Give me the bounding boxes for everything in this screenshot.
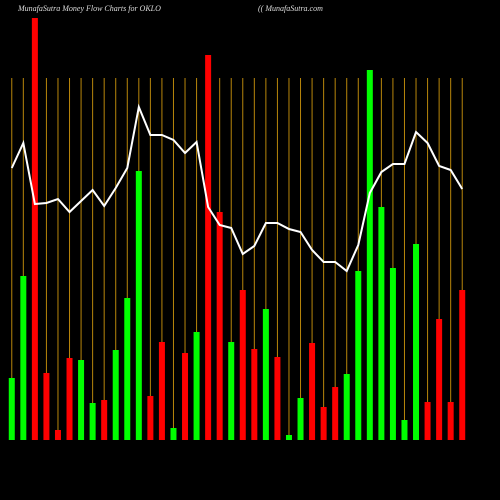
chart-title: MunafaSutra Money Flow Charts for OKLO xyxy=(17,4,161,13)
bar xyxy=(147,396,154,440)
bar xyxy=(228,342,235,440)
bar xyxy=(101,400,108,440)
bar xyxy=(401,420,408,440)
bar xyxy=(320,407,327,440)
bar xyxy=(31,18,38,440)
bar xyxy=(54,430,61,440)
bar xyxy=(436,319,443,440)
bar xyxy=(251,349,258,440)
bar xyxy=(43,373,50,440)
bar xyxy=(366,70,373,440)
bar xyxy=(170,428,177,440)
bar xyxy=(182,353,189,440)
bar xyxy=(378,207,385,440)
bar xyxy=(389,268,396,440)
bar xyxy=(66,358,73,440)
bar xyxy=(112,350,119,440)
bar xyxy=(355,271,362,440)
bar xyxy=(158,342,165,440)
bar xyxy=(447,402,454,440)
bar xyxy=(8,378,15,440)
bar xyxy=(20,276,27,440)
price-line xyxy=(10,103,464,273)
bar xyxy=(216,212,223,440)
bar xyxy=(309,343,316,440)
bar xyxy=(285,435,292,440)
bar xyxy=(239,290,246,440)
bar xyxy=(274,357,281,440)
bar xyxy=(413,244,420,440)
bar xyxy=(193,332,200,440)
bar xyxy=(332,387,339,440)
chart-subtitle: (( MunafaSutra.com xyxy=(258,4,323,13)
bar xyxy=(124,298,131,440)
bar xyxy=(205,55,212,440)
bar xyxy=(262,309,269,440)
bars xyxy=(8,18,466,440)
bar xyxy=(459,290,466,440)
bar xyxy=(424,402,431,440)
bar xyxy=(135,171,142,440)
bar xyxy=(89,403,96,440)
bar xyxy=(343,374,350,440)
lines xyxy=(10,103,464,273)
bar xyxy=(78,360,85,440)
bar xyxy=(297,398,304,440)
